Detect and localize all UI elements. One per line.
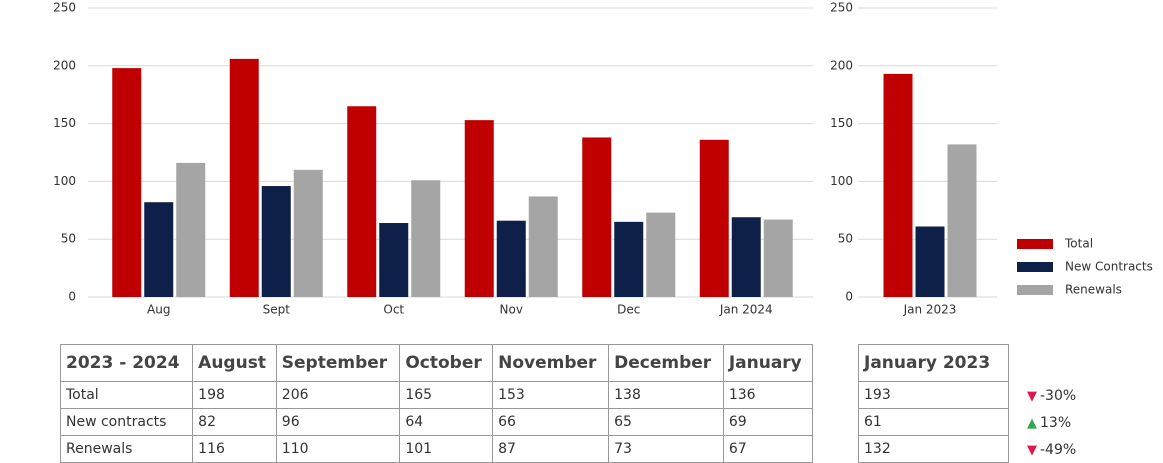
header-row: January 2023 — [858, 344, 1009, 382]
bar — [528, 196, 558, 297]
bar — [464, 120, 494, 297]
bar — [347, 106, 377, 297]
cell: 101 — [399, 435, 494, 463]
header-cell: August — [192, 344, 277, 382]
bar — [379, 223, 409, 297]
y-tick-label: 250 — [53, 1, 76, 15]
header-cell: December — [608, 344, 724, 382]
bar — [699, 139, 729, 297]
change-value: -30% — [1040, 388, 1077, 404]
up-arrow: ▲ — [1027, 416, 1037, 431]
header-cell: November — [492, 344, 610, 382]
legend-label: Renewals — [1065, 283, 1122, 297]
bar — [763, 219, 793, 297]
x-tick-label: Sept — [263, 303, 291, 317]
y-tick-label: 150 — [830, 116, 853, 130]
cell: 138 — [608, 381, 724, 409]
header-cell: October — [399, 344, 494, 382]
bar — [915, 226, 945, 297]
change: ▼ -30% — [1027, 388, 1076, 404]
change: ▲ 13% — [1027, 415, 1071, 431]
header-cell: September — [275, 344, 401, 382]
row-label: New contracts — [59, 408, 194, 436]
table-row: Renewals 116 110 101 87 73 67 — [59, 435, 814, 463]
cell: 198 — [192, 381, 277, 409]
bar — [731, 217, 761, 297]
cell: 193 — [858, 381, 1009, 409]
bar — [496, 220, 526, 297]
cell: 66 — [492, 408, 610, 436]
bar — [646, 212, 676, 297]
table-row: New contracts 82 96 64 66 65 69 — [59, 408, 814, 436]
y-tick-label: 100 — [53, 174, 76, 188]
bar — [293, 169, 323, 297]
bar — [261, 186, 291, 297]
table-row: Total 198 206 165 153 138 136 — [59, 381, 814, 409]
cell: 153 — [492, 381, 610, 409]
cell: 116 — [192, 435, 277, 463]
row-label: Renewals — [59, 435, 194, 463]
cell: 132 — [858, 435, 1009, 463]
bar — [947, 144, 977, 297]
header-row: 2023 - 2024 August September October Novembe… — [59, 344, 814, 382]
comparison-table: January 2023 193 61 132 — [858, 344, 1009, 463]
legend-swatch — [1017, 262, 1053, 272]
cell: 87 — [492, 435, 610, 463]
bar — [229, 58, 259, 297]
legend-swatch — [1017, 285, 1053, 295]
cell: 73 — [608, 435, 724, 463]
y-tick-label: 150 — [53, 116, 76, 130]
legend-label: Total — [1064, 237, 1093, 251]
bar — [582, 137, 612, 297]
cell: 82 — [192, 408, 277, 436]
y-tick-label: 100 — [830, 174, 853, 188]
x-tick-label: Jan 2024 — [719, 303, 773, 317]
x-tick-label: Aug — [147, 303, 170, 317]
change: ▼ -49% — [1027, 442, 1076, 458]
cell: 61 — [858, 408, 1009, 436]
x-tick-label: Nov — [500, 303, 523, 317]
table-row: 193 — [858, 381, 1009, 409]
cell: 206 — [275, 381, 401, 409]
row-label: Total — [59, 381, 194, 409]
x-tick-label: Jan 2023 — [903, 303, 957, 317]
bar — [112, 68, 142, 297]
x-tick-label: Dec — [617, 303, 640, 317]
down-arrow: ▼ — [1027, 443, 1037, 458]
cell: 96 — [275, 408, 401, 436]
y-tick-label: 50 — [838, 232, 853, 246]
table-row: 132 — [858, 435, 1009, 463]
change-value: 13% — [1040, 415, 1072, 431]
bar — [614, 221, 644, 297]
x-tick-label: Oct — [383, 303, 404, 317]
y-tick-label: 0 — [845, 290, 853, 304]
y-tick-label: 250 — [830, 1, 853, 15]
cell: 110 — [275, 435, 401, 463]
bar — [883, 73, 913, 297]
y-tick-label: 200 — [830, 58, 853, 72]
bar — [176, 162, 206, 297]
legend-swatch — [1017, 239, 1053, 249]
y-tick-label: 50 — [61, 232, 76, 246]
cell: 69 — [722, 408, 814, 436]
table-row: 61 — [858, 408, 1009, 436]
down-arrow: ▼ — [1027, 389, 1037, 404]
change-value: -49% — [1040, 442, 1077, 458]
cell: 64 — [399, 408, 494, 436]
bar — [411, 180, 441, 297]
cell: 165 — [399, 381, 494, 409]
cell: 136 — [722, 381, 814, 409]
charts: 0 50 100 150 200 250 Aug Sept Oct Nov Dec Jan 2024 T… — [53, 1, 1153, 317]
header-cell: January 2023 — [858, 344, 1009, 382]
header-cell: 2023 - 2024 — [59, 344, 194, 382]
data-table: 2023 - 2024 August September October Novembe… — [59, 344, 814, 463]
cell: 67 — [722, 435, 814, 463]
legend-label: New Contracts — [1065, 260, 1153, 274]
y-tick-label: 200 — [53, 58, 76, 72]
header-cell: January — [722, 344, 814, 382]
y-tick-label: 0 — [68, 290, 76, 304]
bar — [144, 202, 174, 297]
cell: 65 — [608, 408, 724, 436]
